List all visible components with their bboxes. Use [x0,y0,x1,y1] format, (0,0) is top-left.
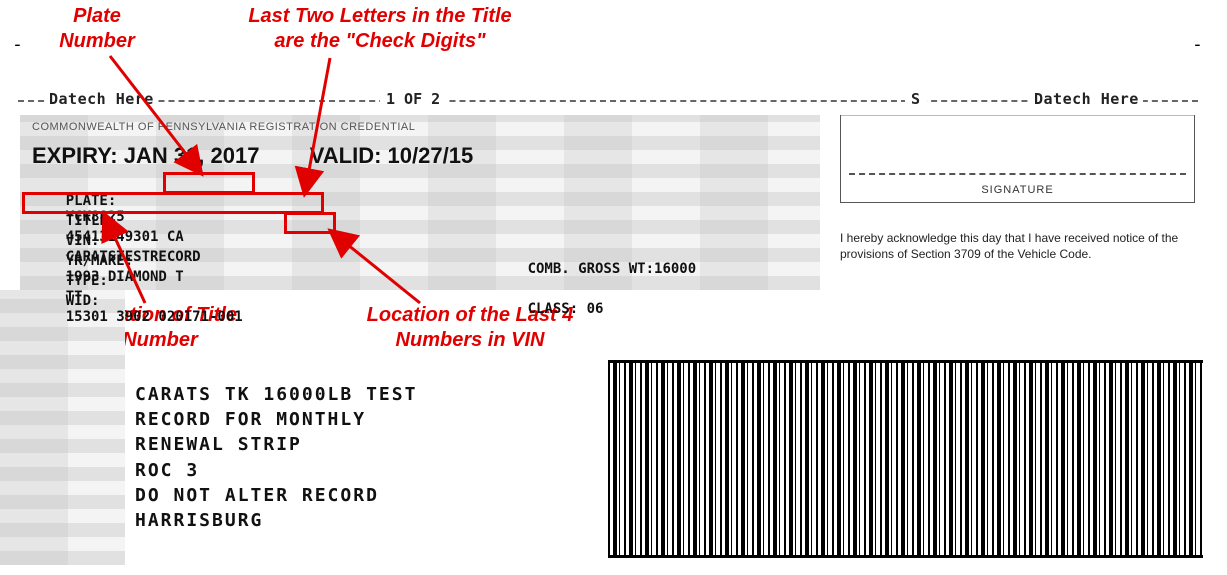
signature-line [849,173,1186,175]
row-wid: WID: 15301 3902 020171-001 [32,277,243,341]
annotation-plate-number: Plate Number [32,4,162,54]
valid-value: 10/27/15 [388,143,474,168]
page-indicator: 1 OF 2 [380,90,446,108]
detach-here-right: Datech Here [1030,90,1143,108]
dash-right: - [1192,34,1203,55]
wid-value: 15301 3902 020171-001 [66,309,243,325]
valid-label: VALID: [310,143,382,168]
registration-header: COMMONWEALTH OF PENNSYLVANIA REGISTRATIO… [32,121,415,133]
s-mark: S [905,90,927,108]
expiry-valid-line: EXPIRY: JAN 31, 2017 VALID: 10/27/15 [32,143,473,169]
wid-label: WID: [66,293,206,309]
comb-label: COMB. GROSS WT: [528,261,654,277]
highlight-vin-last4 [284,212,336,234]
expiry-label: EXPIRY: [32,143,118,168]
annotation-check-digits: Last Two Letters in the Title are the "C… [225,4,535,54]
highlight-plate [163,172,255,194]
signature-box: SIGNATURE [840,115,1195,203]
comb-value: 16000 [654,261,696,277]
highlight-title [22,192,324,214]
signature-label: SIGNATURE [841,184,1194,196]
acknowledgement-text: I hereby acknowledge this day that I hav… [840,230,1190,262]
class-label: CLASS: [528,301,579,317]
detach-dashed-line [18,100,1198,102]
class-value: 06 [587,301,604,317]
expiry-value: JAN 31, 2017 [124,143,260,168]
pdf417-barcode [608,360,1203,558]
address-block: CARATS TK 16000LB TEST RECORD FOR MONTHL… [135,382,417,533]
detach-here-left: Datech Here [45,90,158,108]
dash-left: - [12,34,23,55]
